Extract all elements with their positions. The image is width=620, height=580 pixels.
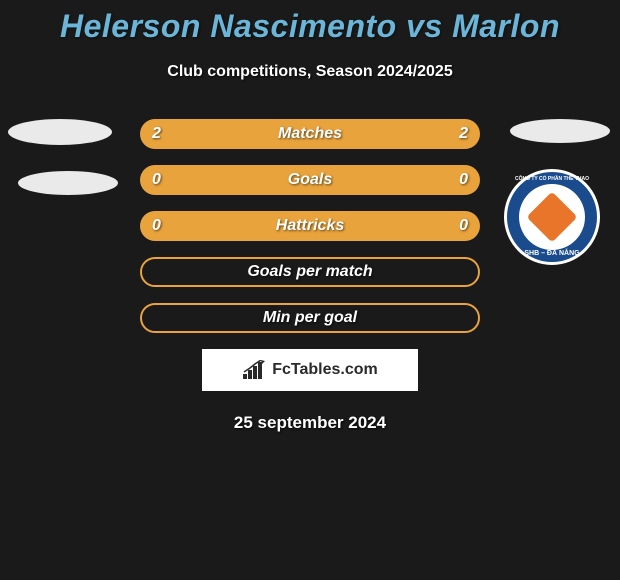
badge-diamond-icon (527, 192, 578, 243)
stat-value-left: 0 (152, 171, 182, 189)
stat-value-left: 2 (152, 125, 182, 143)
logo-text: FcTables.com (272, 361, 378, 379)
subtitle: Club competitions, Season 2024/2025 (0, 63, 620, 81)
player-left-ellipse-2 (18, 171, 118, 195)
stat-label: Hattricks (276, 217, 344, 235)
player-left-ellipse-1 (8, 119, 112, 145)
player-right-ellipse-1 (510, 119, 610, 143)
stat-label: Matches (278, 125, 342, 143)
stat-rows: 2 Matches 2 0 Goals 0 0 Hattricks 0 Goal… (140, 119, 480, 333)
badge-outer-ring: CÔNG TY CỔ PHẦN THỂ THAO SHB – ĐÀ NẴNG (504, 169, 600, 265)
badge-inner-circle (519, 184, 585, 250)
logo-box: FcTables.com (202, 349, 418, 391)
stats-area: CÔNG TY CỔ PHẦN THỂ THAO SHB – ĐÀ NẴNG 2… (0, 119, 620, 433)
stat-label: Goals (288, 171, 332, 189)
stat-label: Min per goal (263, 309, 357, 327)
stat-row-matches: 2 Matches 2 (140, 119, 480, 149)
chart-icon (242, 360, 268, 380)
stat-value-right: 2 (438, 125, 468, 143)
stat-row-hattricks: 0 Hattricks 0 (140, 211, 480, 241)
stat-row-goals-per-match: Goals per match (140, 257, 480, 287)
stat-value-left: 0 (152, 217, 182, 235)
stat-value-right: 0 (438, 217, 468, 235)
badge-text-bottom: SHB – ĐÀ NẴNG (507, 250, 597, 257)
widget-container: Helerson Nascimento vs Marlon Club compe… (0, 0, 620, 433)
page-title: Helerson Nascimento vs Marlon (0, 0, 620, 45)
stat-label: Goals per match (247, 263, 372, 281)
date-text: 25 september 2024 (0, 413, 620, 433)
stat-row-goals: 0 Goals 0 (140, 165, 480, 195)
stat-value-right: 0 (438, 171, 468, 189)
badge-text-top: CÔNG TY CỔ PHẦN THỂ THAO (507, 176, 597, 182)
stat-row-min-per-goal: Min per goal (140, 303, 480, 333)
club-badge: CÔNG TY CỔ PHẦN THỂ THAO SHB – ĐÀ NẴNG (504, 169, 600, 265)
